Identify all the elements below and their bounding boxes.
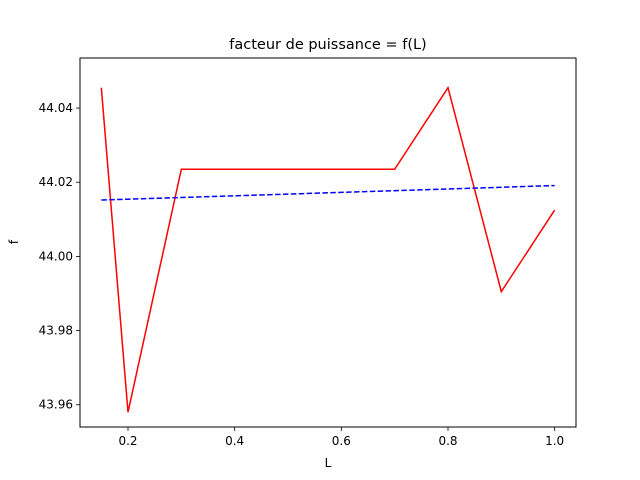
plot-frame xyxy=(79,57,577,428)
x-tick-label: 0.6 xyxy=(332,434,351,448)
x-axis-label: L xyxy=(325,456,332,470)
x-tick-label: 0.8 xyxy=(438,434,457,448)
y-tick-label: 44.04 xyxy=(39,101,73,115)
y-tick-label: 44.00 xyxy=(39,249,73,263)
x-axis-ticks: 0.2 0.4 0.6 0.8 1.0 xyxy=(118,427,564,448)
y-tick-label: 43.98 xyxy=(39,324,73,338)
series-line-2 xyxy=(101,184,555,201)
y-tick-label: 43.96 xyxy=(39,398,73,412)
x-tick-label: 0.4 xyxy=(225,434,244,448)
y-tick-label: 44.02 xyxy=(39,175,73,189)
series-layer xyxy=(100,85,556,413)
y-axis-label: f xyxy=(7,239,21,244)
x-tick-label: 1.0 xyxy=(545,434,564,448)
y-axis-ticks: 43.96 43.98 44.00 44.02 44.04 xyxy=(39,101,80,412)
series-line-1 xyxy=(100,85,556,413)
chart-title: facteur de puissance = f(L) xyxy=(229,37,426,53)
x-tick-label: 0.2 xyxy=(118,434,137,448)
